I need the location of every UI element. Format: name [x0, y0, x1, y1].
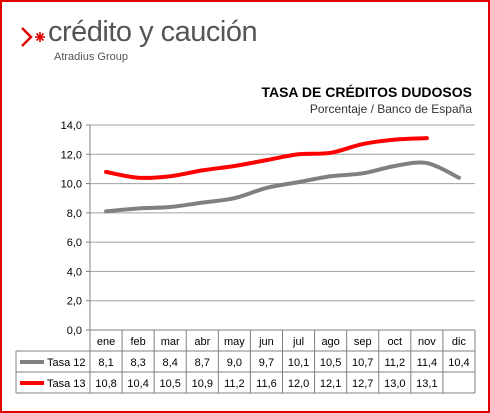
- y-tick-label: 2,0: [67, 296, 82, 308]
- data-label: 10,8: [95, 378, 116, 390]
- x-tick-label: ago: [321, 336, 339, 348]
- y-tick-label: 8,0: [67, 208, 82, 220]
- data-label: 11,2: [224, 378, 245, 390]
- legend-label: Tasa 13: [47, 378, 86, 390]
- x-tick-label: ene: [97, 336, 115, 348]
- y-tick-label: 12,0: [61, 149, 82, 161]
- data-label: 10,4: [448, 357, 469, 369]
- x-tick-label: jul: [292, 336, 304, 348]
- x-tick-label: abr: [194, 336, 210, 348]
- series-line-2: [104, 136, 429, 180]
- brand-group: Atradius Group: [54, 51, 128, 63]
- data-label: 8,7: [195, 357, 210, 369]
- x-tick-label: dic: [452, 336, 467, 348]
- y-tick-label: 10,0: [61, 179, 82, 191]
- chart-title: TASA DE CRÉDITOS DUDOSOS: [261, 84, 472, 100]
- data-label: 10,5: [320, 357, 341, 369]
- logo-mark-icon: [21, 27, 45, 47]
- data-label: 11,4: [417, 357, 438, 369]
- x-tick-label: may: [224, 336, 245, 348]
- x-tick-label: mar: [161, 336, 180, 348]
- legend-label: Tasa 12: [47, 357, 86, 369]
- data-label: 10,5: [159, 378, 180, 390]
- chart-subtitle: Porcentaje / Banco de España: [309, 102, 472, 116]
- y-tick-label: 14,0: [61, 120, 82, 132]
- brand-name: crédito y caución: [48, 16, 258, 48]
- data-label: 8,4: [163, 357, 178, 369]
- data-label: 10,9: [192, 378, 213, 390]
- x-tick-label: sep: [354, 336, 372, 348]
- data-label: 9,7: [259, 357, 274, 369]
- data-label: 12,1: [320, 378, 341, 390]
- data-label: 10,4: [127, 378, 148, 390]
- x-tick-label: feb: [130, 336, 145, 348]
- data-label: 10,7: [352, 357, 373, 369]
- data-label: 13,1: [416, 378, 437, 390]
- data-label: 11,2: [384, 357, 405, 369]
- data-label: 8,1: [98, 357, 113, 369]
- data-label: 8,3: [130, 357, 145, 369]
- data-label: 12,0: [288, 378, 309, 390]
- data-label: 13,0: [384, 378, 405, 390]
- data-label: 11,6: [256, 378, 277, 390]
- data-label: 12,7: [352, 378, 373, 390]
- y-tick-label: 0,0: [67, 325, 82, 337]
- x-tick-label: jun: [258, 336, 274, 348]
- x-tick-label: oct: [387, 336, 402, 348]
- data-label: 10,1: [288, 357, 309, 369]
- x-tick-label: nov: [418, 336, 436, 348]
- series-line-1: [104, 160, 461, 214]
- data-label: 9,0: [227, 357, 242, 369]
- y-tick-label: 6,0: [67, 237, 82, 249]
- y-tick-label: 4,0: [67, 266, 82, 278]
